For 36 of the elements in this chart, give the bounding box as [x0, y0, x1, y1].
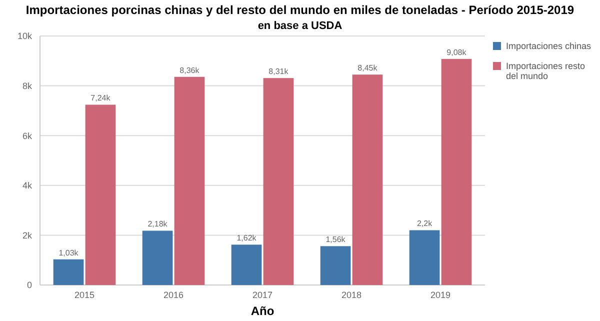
- x-tick-label: 2018: [341, 290, 362, 300]
- y-tick-label: 6k: [22, 130, 32, 141]
- bar: [85, 104, 116, 285]
- data-label: 7,24k: [90, 94, 112, 103]
- bar: [142, 230, 173, 285]
- bar: [263, 78, 294, 285]
- y-tick-label: 10k: [17, 31, 32, 42]
- x-tick-label: 2017: [252, 290, 273, 300]
- data-label: 1,62k: [236, 234, 258, 243]
- y-tick-label: 0: [26, 280, 32, 290]
- bar: [53, 259, 84, 285]
- data-label: 8,31k: [268, 67, 290, 76]
- y-tick-label: 8k: [22, 80, 32, 91]
- data-label: 1,56k: [326, 235, 346, 244]
- x-tick-label: 2015: [74, 290, 95, 300]
- bar: [231, 244, 262, 285]
- data-label: 9,08k: [446, 48, 468, 57]
- x-axis-title: Año: [250, 304, 274, 318]
- data-label: 2,2k: [416, 219, 434, 228]
- bar: [320, 246, 351, 285]
- y-tick-label: 4k: [22, 180, 32, 191]
- bar: [352, 74, 383, 285]
- data-label: 2,18k: [148, 220, 168, 229]
- x-tick-label: 2019: [430, 290, 451, 300]
- data-label: 8,45k: [358, 64, 378, 73]
- bar: [441, 58, 472, 285]
- legend-label: Importaciones resto del mundo: [506, 61, 586, 81]
- data-label: 8,36k: [180, 66, 200, 75]
- bar: [409, 230, 440, 285]
- x-tick-label: 2016: [163, 290, 184, 300]
- chart-subtitle: en base a USDA: [258, 20, 342, 32]
- data-label: 1,03k: [58, 248, 80, 258]
- chart-title: Importaciones porcinas chinas y del resto del mundo en miles de toneladas - Período 2015-2019: [26, 3, 574, 17]
- bar: [174, 76, 205, 285]
- y-tick-label: 2k: [22, 230, 32, 240]
- legend-label: Importaciones chinas: [506, 41, 592, 51]
